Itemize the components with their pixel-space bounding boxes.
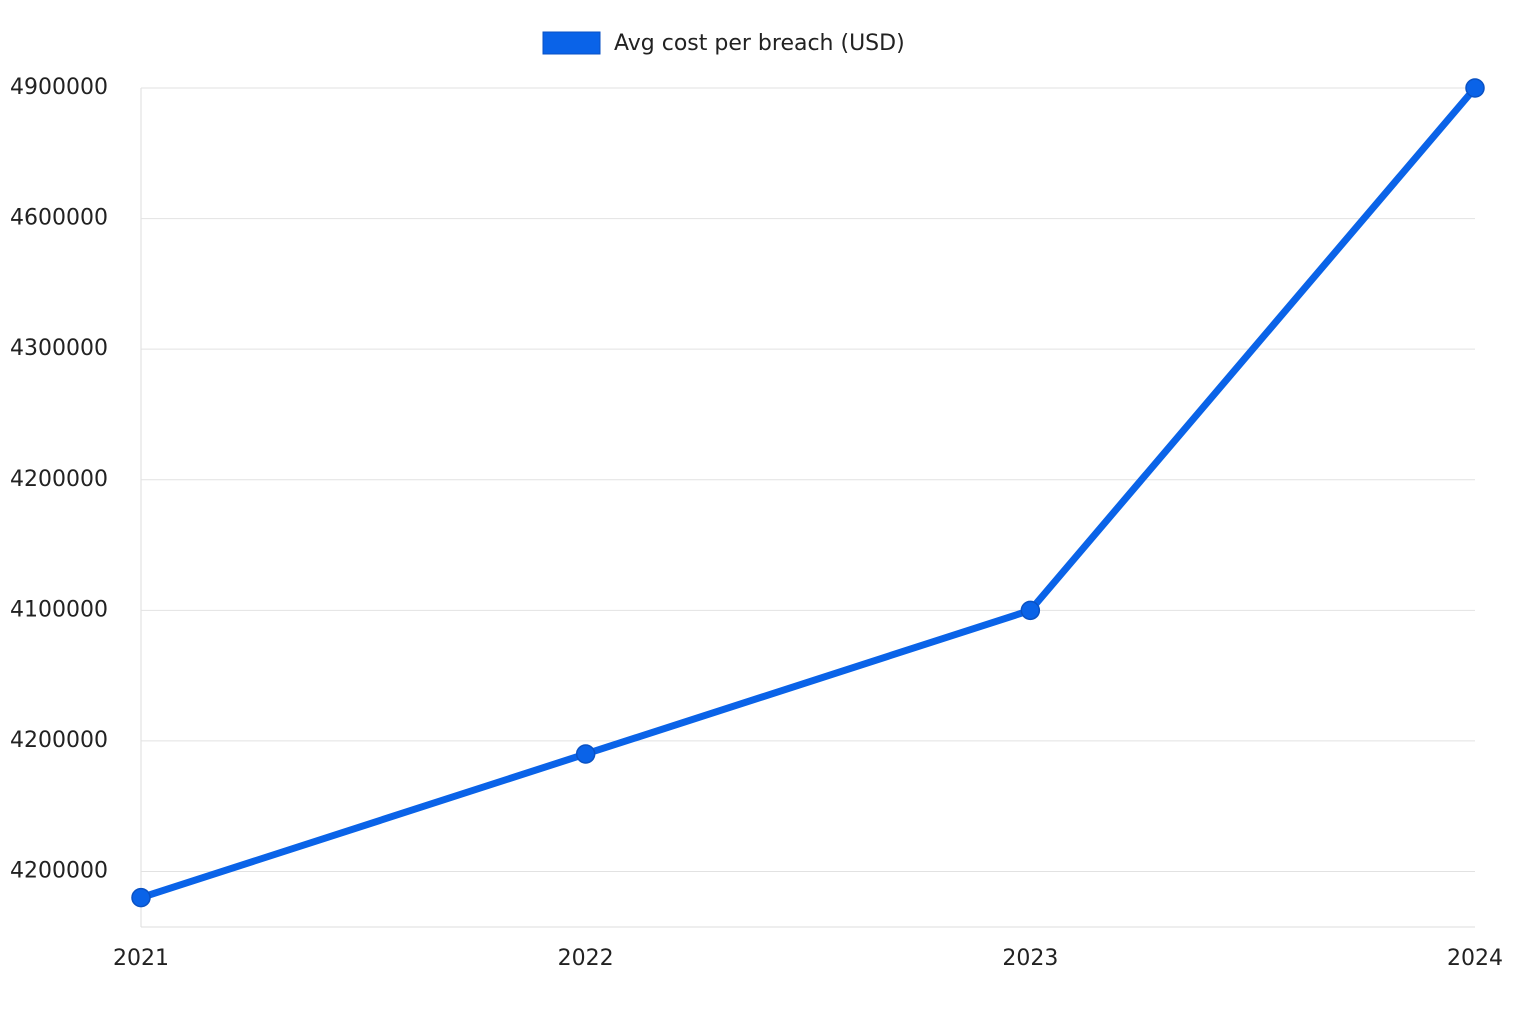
y-tick-label: 4900000 xyxy=(10,75,108,100)
y-tick-label: 4100000 xyxy=(10,597,108,622)
y-tick-label: 4600000 xyxy=(10,206,108,231)
point xyxy=(575,744,596,764)
point xyxy=(131,887,151,908)
y-tick-label: 4200000 xyxy=(10,859,108,884)
x-tick-label: 2021 xyxy=(113,946,169,971)
legend-label: Avg cost per breach (USD) xyxy=(614,31,905,56)
x-tick-label: 2022 xyxy=(558,946,614,971)
point xyxy=(1465,78,1485,98)
point xyxy=(1020,600,1041,621)
legend-swatch xyxy=(542,31,601,55)
x-tick-label: 2024 xyxy=(1447,946,1503,971)
series-line xyxy=(139,85,1478,901)
y-tick-label: 4300000 xyxy=(10,336,108,361)
x-tick-label: 2023 xyxy=(1002,946,1058,971)
y-tick-label: 4200000 xyxy=(10,467,108,492)
y-tick-label: 4200000 xyxy=(10,728,108,753)
